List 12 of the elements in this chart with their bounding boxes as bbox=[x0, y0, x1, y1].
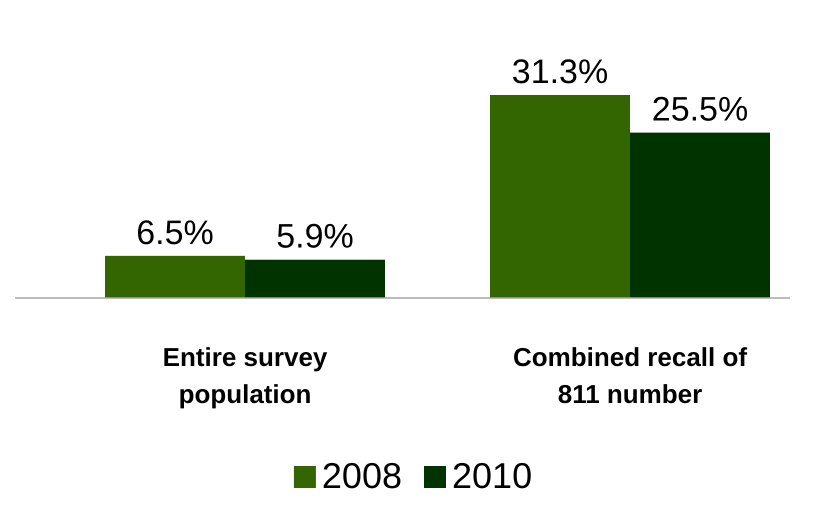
bar bbox=[490, 95, 630, 298]
bar bbox=[245, 260, 385, 298]
data-label: 5.9% bbox=[276, 218, 354, 256]
data-label: 6.5% bbox=[136, 214, 214, 252]
bar bbox=[105, 256, 245, 298]
data-label: 25.5% bbox=[652, 90, 748, 129]
data-label: 31.3% bbox=[512, 53, 608, 91]
x-tick-label: Combined recall of 811 number bbox=[512, 342, 748, 409]
x-tick-label: Entire survey population bbox=[162, 342, 328, 409]
bar bbox=[630, 132, 770, 298]
legend-label: 2008 bbox=[322, 455, 402, 496]
legend-label: 2010 bbox=[452, 455, 532, 496]
